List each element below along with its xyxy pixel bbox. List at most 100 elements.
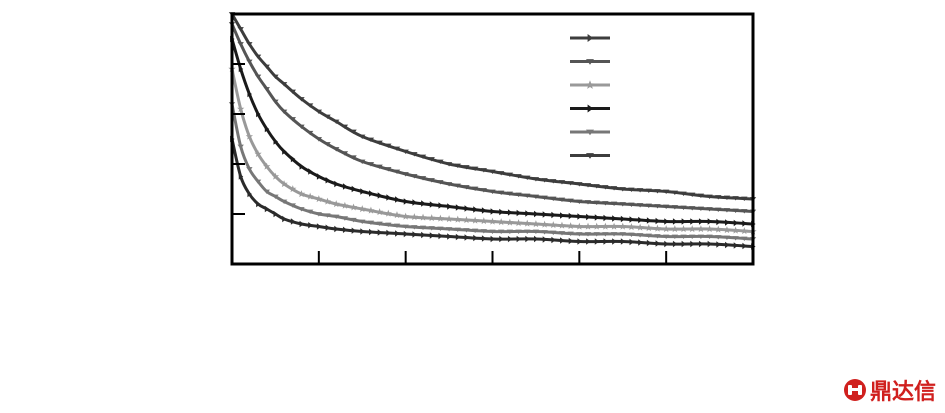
data-point	[602, 185, 609, 190]
data-point	[523, 219, 531, 227]
data-point	[263, 87, 270, 92]
data-point	[558, 180, 566, 185]
data-point	[732, 208, 739, 214]
data-point	[672, 218, 678, 225]
data-point	[447, 233, 452, 240]
data-point	[428, 178, 435, 183]
data-point	[586, 238, 591, 245]
data-point	[282, 148, 287, 155]
data-point	[742, 242, 747, 250]
data-point	[437, 226, 444, 232]
data-point	[497, 190, 505, 196]
data-point	[636, 203, 644, 208]
data-point	[593, 200, 600, 206]
data-point	[419, 225, 427, 231]
data-point	[402, 172, 409, 177]
data-point	[741, 196, 748, 202]
data-point	[725, 219, 730, 226]
data-point	[463, 165, 470, 170]
data-point	[289, 89, 296, 95]
data-point	[342, 183, 348, 190]
data-point	[636, 233, 644, 238]
data-point	[454, 163, 461, 169]
series-2	[228, 22, 757, 215]
data-point	[421, 200, 426, 207]
series-1	[228, 12, 757, 202]
data-point	[238, 173, 244, 180]
data-point	[489, 169, 496, 175]
data-point	[576, 199, 583, 205]
data-point	[325, 224, 331, 231]
data-point	[620, 238, 626, 245]
data-point	[680, 234, 687, 240]
data-point	[315, 195, 323, 203]
data-point	[480, 229, 488, 234]
data-point	[568, 212, 574, 220]
data-point	[323, 197, 332, 205]
data-point	[697, 225, 705, 233]
data-point	[681, 218, 687, 225]
data-point	[393, 223, 401, 229]
data-point	[723, 195, 731, 201]
data-point	[316, 223, 322, 230]
legend-item-6	[570, 153, 610, 159]
data-point	[610, 186, 618, 191]
data-point	[445, 182, 453, 187]
data-point	[471, 216, 479, 224]
series-line	[230, 38, 754, 226]
data-point	[697, 193, 705, 199]
data-point	[541, 230, 548, 235]
data-point	[671, 234, 679, 240]
data-point	[324, 142, 331, 147]
data-point	[733, 219, 739, 227]
data-point	[273, 138, 278, 145]
data-point	[533, 210, 539, 218]
data-point	[532, 194, 540, 200]
data-point	[333, 147, 340, 152]
data-point	[723, 208, 731, 213]
data-point	[410, 213, 418, 221]
data-point	[629, 216, 634, 223]
data-point	[551, 236, 556, 244]
data-point	[237, 105, 245, 113]
data-point	[447, 203, 452, 210]
data-point	[298, 97, 305, 102]
data-point	[272, 99, 279, 105]
data-point	[532, 229, 540, 235]
data-point	[507, 209, 513, 216]
legend-marker	[586, 153, 594, 159]
series-line	[230, 23, 754, 213]
data-point	[680, 205, 687, 211]
data-point	[367, 162, 375, 167]
data-point	[290, 218, 296, 225]
data-point	[540, 220, 549, 228]
data-point	[515, 174, 522, 179]
data-point	[280, 109, 288, 115]
data-point	[664, 240, 669, 248]
data-point	[473, 234, 478, 242]
data-point	[263, 64, 270, 70]
legend-item-4	[570, 104, 610, 113]
data-point	[662, 189, 670, 195]
data-point	[714, 225, 722, 233]
data-point	[671, 225, 679, 233]
data-point	[351, 227, 357, 234]
data-point	[324, 213, 331, 218]
data-point	[731, 226, 740, 234]
data-point	[584, 200, 592, 205]
data-point	[558, 231, 566, 236]
data-point	[395, 230, 400, 237]
legend-item-1	[570, 34, 610, 42]
data-point	[473, 206, 478, 213]
data-point	[638, 216, 643, 224]
data-point	[567, 181, 574, 186]
data-point	[238, 65, 244, 73]
data-point	[462, 216, 471, 224]
data-point	[245, 132, 254, 140]
data-point	[272, 194, 279, 200]
data-point	[385, 222, 392, 228]
data-point	[594, 214, 600, 221]
data-point	[437, 180, 444, 185]
data-point	[602, 201, 609, 206]
data-point	[428, 226, 435, 231]
